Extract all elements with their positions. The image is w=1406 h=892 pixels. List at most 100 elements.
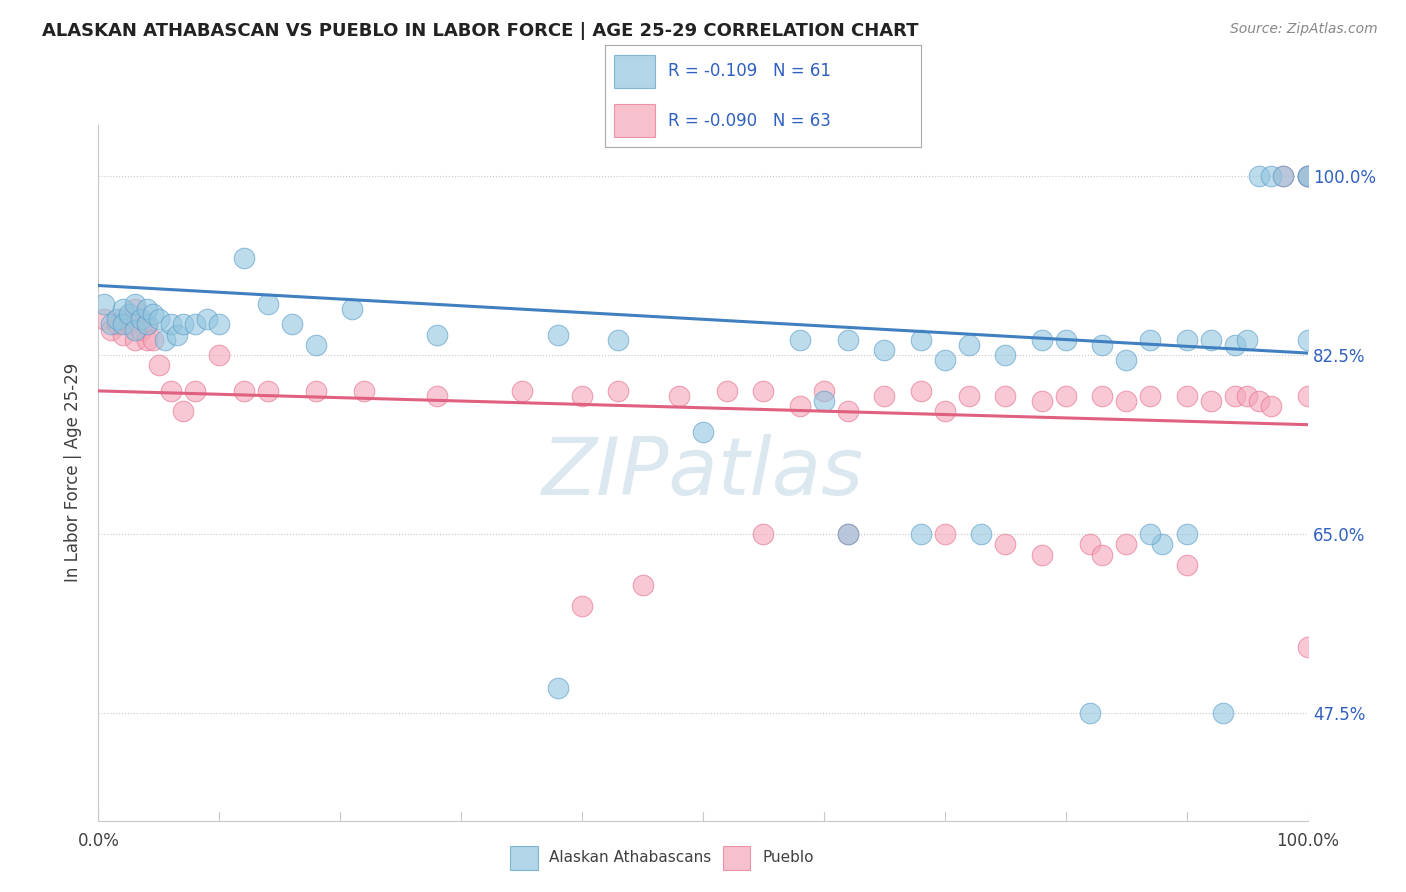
Point (124, 301, 146, 316)
Point (1199, 394, 1222, 409)
Point (873, 389, 896, 403)
Point (1115, 353, 1137, 368)
Point (970, 527, 993, 541)
Point (148, 359, 170, 373)
Point (1175, 389, 1198, 403)
Point (129, 322, 152, 336)
Point (172, 318, 194, 332)
Point (135, 318, 157, 332)
Point (1115, 537, 1137, 551)
Point (813, 394, 835, 409)
Point (789, 333, 811, 347)
Point (1236, 333, 1258, 347)
Point (100, 318, 122, 332)
Point (111, 318, 134, 332)
Point (934, 353, 956, 368)
Point (100, 322, 122, 336)
Point (607, 333, 630, 347)
Point (153, 333, 176, 347)
Point (837, 404, 859, 418)
Point (184, 318, 207, 332)
Point (342, 301, 364, 316)
Point (124, 322, 146, 336)
Point (208, 318, 231, 332)
Point (1091, 548, 1114, 562)
Point (1296, 640, 1319, 654)
Point (571, 389, 593, 403)
Point (1236, 389, 1258, 403)
Point (837, 527, 859, 541)
Point (1091, 338, 1114, 352)
Point (1260, 169, 1282, 183)
Point (1296, 169, 1319, 183)
Point (256, 384, 278, 398)
Point (631, 578, 654, 592)
Point (426, 389, 449, 403)
Point (752, 384, 775, 398)
Point (510, 384, 533, 398)
Point (232, 384, 254, 398)
Point (994, 348, 1017, 362)
Point (142, 307, 165, 321)
Point (305, 384, 328, 398)
Point (934, 404, 956, 418)
Point (195, 312, 218, 326)
Text: R = -0.090   N = 63: R = -0.090 N = 63 (668, 112, 831, 129)
Point (994, 537, 1017, 551)
Bar (723, 846, 751, 871)
Point (934, 527, 956, 541)
Point (957, 389, 980, 403)
Point (256, 297, 278, 311)
Point (111, 312, 134, 326)
Text: ZIPatlas: ZIPatlas (541, 434, 865, 512)
Point (837, 333, 859, 347)
Point (1272, 169, 1295, 183)
Point (184, 384, 207, 398)
Point (547, 327, 569, 342)
Point (789, 399, 811, 413)
Point (1031, 394, 1053, 409)
Point (118, 307, 141, 321)
Point (305, 338, 328, 352)
Point (1296, 169, 1319, 183)
Point (124, 333, 146, 347)
Point (353, 384, 375, 398)
Point (166, 327, 188, 342)
Bar (614, 104, 655, 137)
Point (1175, 558, 1198, 572)
Point (148, 312, 170, 326)
Bar (510, 846, 537, 871)
Point (93, 312, 115, 326)
Point (1272, 169, 1295, 183)
Point (1054, 333, 1077, 347)
Text: Pueblo: Pueblo (762, 850, 814, 864)
Point (752, 527, 775, 541)
Point (910, 384, 932, 398)
Point (607, 384, 630, 398)
Point (1139, 389, 1161, 403)
Point (129, 312, 152, 326)
Point (105, 312, 128, 326)
Point (160, 318, 183, 332)
Point (1296, 169, 1319, 183)
Point (105, 318, 128, 332)
Text: R = -0.109   N = 61: R = -0.109 N = 61 (668, 62, 831, 80)
Point (1175, 333, 1198, 347)
Point (994, 389, 1017, 403)
Point (160, 384, 183, 398)
Point (571, 599, 593, 613)
Point (135, 301, 157, 316)
Point (1296, 169, 1319, 183)
Point (135, 333, 157, 347)
Point (135, 318, 157, 332)
Point (837, 527, 859, 541)
Y-axis label: In Labor Force | Age 25-29: In Labor Force | Age 25-29 (65, 363, 83, 582)
Point (426, 327, 449, 342)
Text: ALASKAN ATHABASCAN VS PUEBLO IN LABOR FORCE | AGE 25-29 CORRELATION CHART: ALASKAN ATHABASCAN VS PUEBLO IN LABOR FO… (42, 22, 918, 40)
Point (1199, 333, 1222, 347)
Point (118, 318, 141, 332)
Point (813, 384, 835, 398)
Point (1091, 389, 1114, 403)
Point (1223, 338, 1246, 352)
Point (547, 681, 569, 695)
